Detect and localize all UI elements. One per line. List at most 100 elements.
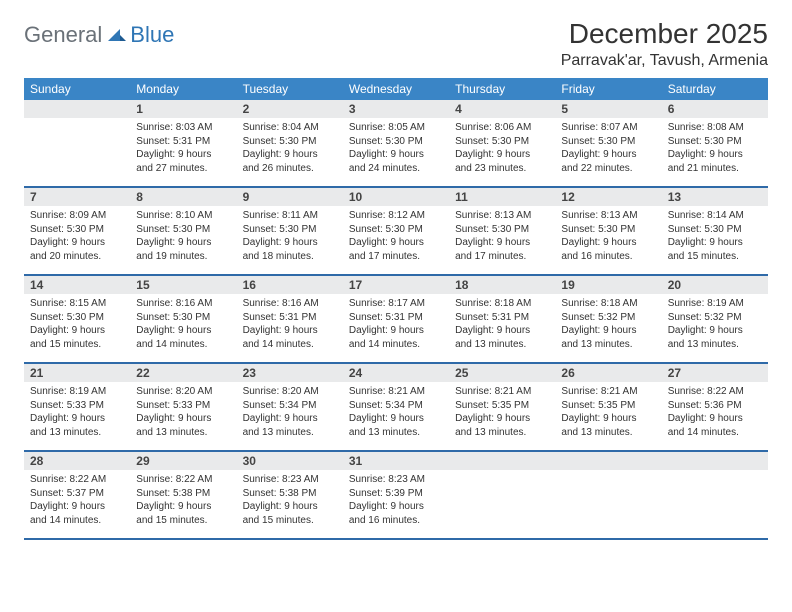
day-number: 8: [130, 188, 236, 206]
calendar-cell: 5Sunrise: 8:07 AMSunset: 5:30 PMDaylight…: [555, 100, 661, 187]
calendar-cell: 3Sunrise: 8:05 AMSunset: 5:30 PMDaylight…: [343, 100, 449, 187]
cell-wrap: [24, 100, 130, 186]
calendar-cell: 18Sunrise: 8:18 AMSunset: 5:31 PMDayligh…: [449, 275, 555, 363]
calendar-cell: 31Sunrise: 8:23 AMSunset: 5:39 PMDayligh…: [343, 451, 449, 539]
calendar-cell: 28Sunrise: 8:22 AMSunset: 5:37 PMDayligh…: [24, 451, 130, 539]
calendar-week-row: 14Sunrise: 8:15 AMSunset: 5:30 PMDayligh…: [24, 275, 768, 363]
day-number: 4: [449, 100, 555, 118]
page-header: General Blue December 2025 Parravak'ar, …: [24, 18, 768, 70]
day-detail: Sunrise: 8:07 AMSunset: 5:30 PMDaylight:…: [555, 118, 661, 181]
brand-text-2: Blue: [130, 22, 174, 48]
calendar-cell: 20Sunrise: 8:19 AMSunset: 5:32 PMDayligh…: [662, 275, 768, 363]
cell-wrap: 2Sunrise: 8:04 AMSunset: 5:30 PMDaylight…: [237, 100, 343, 186]
day-detail: Sunrise: 8:13 AMSunset: 5:30 PMDaylight:…: [555, 206, 661, 269]
calendar-cell: 10Sunrise: 8:12 AMSunset: 5:30 PMDayligh…: [343, 187, 449, 275]
day-detail: Sunrise: 8:16 AMSunset: 5:30 PMDaylight:…: [130, 294, 236, 357]
calendar-cell: 29Sunrise: 8:22 AMSunset: 5:38 PMDayligh…: [130, 451, 236, 539]
cell-wrap: 15Sunrise: 8:16 AMSunset: 5:30 PMDayligh…: [130, 276, 236, 362]
empty-day-number: [449, 452, 555, 470]
day-detail: Sunrise: 8:13 AMSunset: 5:30 PMDaylight:…: [449, 206, 555, 269]
cell-wrap: 22Sunrise: 8:20 AMSunset: 5:33 PMDayligh…: [130, 364, 236, 450]
day-detail: Sunrise: 8:22 AMSunset: 5:38 PMDaylight:…: [130, 470, 236, 533]
cell-wrap: 30Sunrise: 8:23 AMSunset: 5:38 PMDayligh…: [237, 452, 343, 538]
cell-wrap: 11Sunrise: 8:13 AMSunset: 5:30 PMDayligh…: [449, 188, 555, 274]
day-number: 22: [130, 364, 236, 382]
cell-wrap: [555, 452, 661, 538]
brand-text-1: General: [24, 22, 102, 48]
cell-wrap: 1Sunrise: 8:03 AMSunset: 5:31 PMDaylight…: [130, 100, 236, 186]
day-detail: Sunrise: 8:22 AMSunset: 5:36 PMDaylight:…: [662, 382, 768, 445]
day-detail: Sunrise: 8:08 AMSunset: 5:30 PMDaylight:…: [662, 118, 768, 181]
cell-wrap: 3Sunrise: 8:05 AMSunset: 5:30 PMDaylight…: [343, 100, 449, 186]
day-detail: Sunrise: 8:22 AMSunset: 5:37 PMDaylight:…: [24, 470, 130, 533]
calendar-cell: [24, 100, 130, 187]
day-detail: Sunrise: 8:09 AMSunset: 5:30 PMDaylight:…: [24, 206, 130, 269]
day-detail: Sunrise: 8:23 AMSunset: 5:39 PMDaylight:…: [343, 470, 449, 533]
brand-sail-icon: [106, 27, 126, 43]
cell-wrap: 26Sunrise: 8:21 AMSunset: 5:35 PMDayligh…: [555, 364, 661, 450]
cell-wrap: 25Sunrise: 8:21 AMSunset: 5:35 PMDayligh…: [449, 364, 555, 450]
calendar-body: 1Sunrise: 8:03 AMSunset: 5:31 PMDaylight…: [24, 100, 768, 539]
brand-logo: General Blue: [24, 18, 174, 48]
calendar-page: General Blue December 2025 Parravak'ar, …: [0, 0, 792, 552]
calendar-head: SundayMondayTuesdayWednesdayThursdayFrid…: [24, 78, 768, 100]
day-number: 27: [662, 364, 768, 382]
calendar-week-row: 28Sunrise: 8:22 AMSunset: 5:37 PMDayligh…: [24, 451, 768, 539]
day-number: 9: [237, 188, 343, 206]
weekday-header-row: SundayMondayTuesdayWednesdayThursdayFrid…: [24, 78, 768, 100]
cell-wrap: 23Sunrise: 8:20 AMSunset: 5:34 PMDayligh…: [237, 364, 343, 450]
calendar-cell: 24Sunrise: 8:21 AMSunset: 5:34 PMDayligh…: [343, 363, 449, 451]
calendar-week-row: 21Sunrise: 8:19 AMSunset: 5:33 PMDayligh…: [24, 363, 768, 451]
day-number: 25: [449, 364, 555, 382]
calendar-cell: 27Sunrise: 8:22 AMSunset: 5:36 PMDayligh…: [662, 363, 768, 451]
cell-wrap: 28Sunrise: 8:22 AMSunset: 5:37 PMDayligh…: [24, 452, 130, 538]
day-number: 26: [555, 364, 661, 382]
cell-wrap: 27Sunrise: 8:22 AMSunset: 5:36 PMDayligh…: [662, 364, 768, 450]
day-number: 2: [237, 100, 343, 118]
cell-wrap: 20Sunrise: 8:19 AMSunset: 5:32 PMDayligh…: [662, 276, 768, 362]
weekday-header: Saturday: [662, 78, 768, 100]
day-detail: Sunrise: 8:11 AMSunset: 5:30 PMDaylight:…: [237, 206, 343, 269]
day-number: 16: [237, 276, 343, 294]
day-number: 5: [555, 100, 661, 118]
day-detail: Sunrise: 8:20 AMSunset: 5:33 PMDaylight:…: [130, 382, 236, 445]
day-detail: Sunrise: 8:19 AMSunset: 5:32 PMDaylight:…: [662, 294, 768, 357]
cell-wrap: 9Sunrise: 8:11 AMSunset: 5:30 PMDaylight…: [237, 188, 343, 274]
weekday-header: Monday: [130, 78, 236, 100]
cell-wrap: 7Sunrise: 8:09 AMSunset: 5:30 PMDaylight…: [24, 188, 130, 274]
cell-wrap: 5Sunrise: 8:07 AMSunset: 5:30 PMDaylight…: [555, 100, 661, 186]
day-detail: Sunrise: 8:18 AMSunset: 5:32 PMDaylight:…: [555, 294, 661, 357]
cell-wrap: 12Sunrise: 8:13 AMSunset: 5:30 PMDayligh…: [555, 188, 661, 274]
calendar-cell: 26Sunrise: 8:21 AMSunset: 5:35 PMDayligh…: [555, 363, 661, 451]
calendar-cell: 21Sunrise: 8:19 AMSunset: 5:33 PMDayligh…: [24, 363, 130, 451]
cell-wrap: 19Sunrise: 8:18 AMSunset: 5:32 PMDayligh…: [555, 276, 661, 362]
day-number: 7: [24, 188, 130, 206]
day-number: 1: [130, 100, 236, 118]
day-number: 20: [662, 276, 768, 294]
cell-wrap: 18Sunrise: 8:18 AMSunset: 5:31 PMDayligh…: [449, 276, 555, 362]
day-number: 14: [24, 276, 130, 294]
day-number: 29: [130, 452, 236, 470]
calendar-cell: 2Sunrise: 8:04 AMSunset: 5:30 PMDaylight…: [237, 100, 343, 187]
day-detail: Sunrise: 8:23 AMSunset: 5:38 PMDaylight:…: [237, 470, 343, 533]
title-block: December 2025 Parravak'ar, Tavush, Armen…: [561, 18, 768, 70]
day-number: 11: [449, 188, 555, 206]
day-detail: Sunrise: 8:10 AMSunset: 5:30 PMDaylight:…: [130, 206, 236, 269]
calendar-cell: [662, 451, 768, 539]
location-subtitle: Parravak'ar, Tavush, Armenia: [561, 52, 768, 70]
cell-wrap: 4Sunrise: 8:06 AMSunset: 5:30 PMDaylight…: [449, 100, 555, 186]
cell-wrap: 6Sunrise: 8:08 AMSunset: 5:30 PMDaylight…: [662, 100, 768, 186]
calendar-cell: 23Sunrise: 8:20 AMSunset: 5:34 PMDayligh…: [237, 363, 343, 451]
weekday-header: Friday: [555, 78, 661, 100]
day-detail: Sunrise: 8:12 AMSunset: 5:30 PMDaylight:…: [343, 206, 449, 269]
calendar-cell: 16Sunrise: 8:16 AMSunset: 5:31 PMDayligh…: [237, 275, 343, 363]
cell-wrap: 29Sunrise: 8:22 AMSunset: 5:38 PMDayligh…: [130, 452, 236, 538]
cell-wrap: [662, 452, 768, 538]
calendar-cell: 4Sunrise: 8:06 AMSunset: 5:30 PMDaylight…: [449, 100, 555, 187]
calendar-cell: 14Sunrise: 8:15 AMSunset: 5:30 PMDayligh…: [24, 275, 130, 363]
cell-wrap: 16Sunrise: 8:16 AMSunset: 5:31 PMDayligh…: [237, 276, 343, 362]
empty-day-number: [555, 452, 661, 470]
calendar-cell: 17Sunrise: 8:17 AMSunset: 5:31 PMDayligh…: [343, 275, 449, 363]
calendar-cell: 22Sunrise: 8:20 AMSunset: 5:33 PMDayligh…: [130, 363, 236, 451]
day-detail: Sunrise: 8:18 AMSunset: 5:31 PMDaylight:…: [449, 294, 555, 357]
